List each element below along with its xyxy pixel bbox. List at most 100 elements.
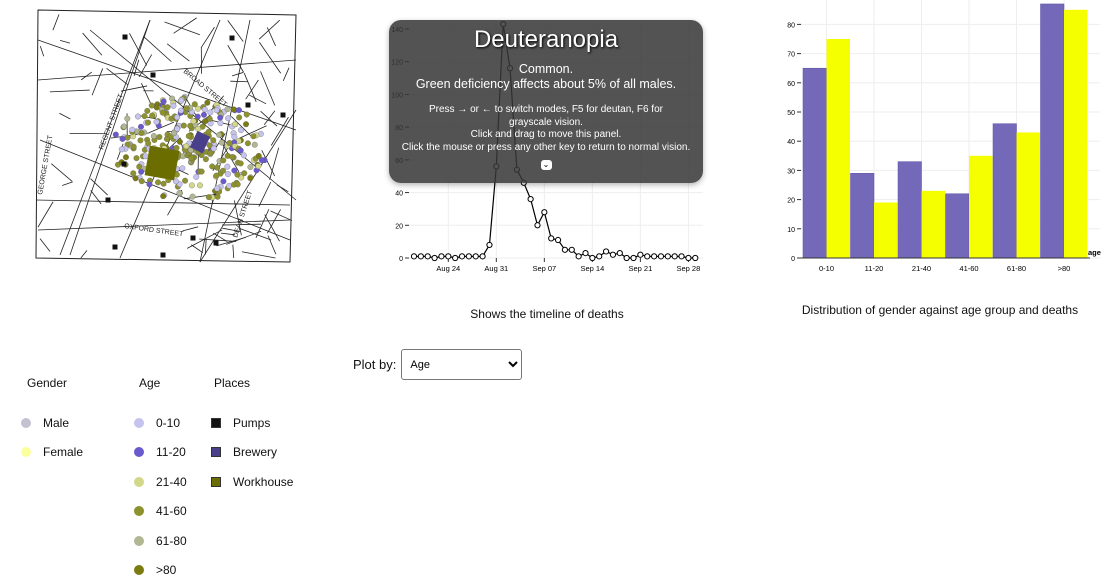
cholera-map[interactable]: GEORGE STREET REGENT STREET BROAD STREET…: [36, 10, 296, 262]
death-marker[interactable]: [202, 107, 208, 113]
data-point[interactable]: [576, 254, 581, 259]
data-point[interactable]: [487, 242, 492, 247]
bar-male[interactable]: [803, 68, 827, 258]
bar-female[interactable]: [1064, 10, 1088, 258]
death-marker[interactable]: [219, 140, 225, 146]
death-marker[interactable]: [256, 153, 262, 159]
death-marker[interactable]: [123, 154, 129, 160]
data-point[interactable]: [535, 223, 540, 228]
death-marker[interactable]: [164, 136, 170, 142]
data-point[interactable]: [480, 254, 485, 259]
pump-marker[interactable]: [123, 35, 128, 40]
data-point[interactable]: [446, 254, 451, 259]
death-marker[interactable]: [256, 163, 262, 169]
death-marker[interactable]: [178, 98, 184, 104]
death-marker[interactable]: [199, 169, 205, 175]
death-marker[interactable]: [174, 114, 180, 120]
death-marker[interactable]: [177, 190, 183, 196]
data-point[interactable]: [597, 254, 602, 259]
pump-marker[interactable]: [161, 253, 166, 258]
death-marker[interactable]: [182, 178, 188, 184]
pump-marker[interactable]: [214, 241, 219, 246]
death-marker[interactable]: [225, 115, 231, 121]
bar-male[interactable]: [1041, 4, 1065, 258]
death-marker[interactable]: [221, 179, 227, 185]
pump-marker[interactable]: [246, 103, 251, 108]
death-marker[interactable]: [121, 124, 127, 130]
death-marker[interactable]: [174, 145, 180, 151]
death-marker[interactable]: [215, 194, 221, 200]
death-marker[interactable]: [206, 194, 212, 200]
data-point[interactable]: [672, 254, 677, 259]
data-point[interactable]: [610, 252, 615, 257]
data-point[interactable]: [549, 236, 554, 241]
data-point[interactable]: [466, 254, 471, 259]
pump-marker[interactable]: [122, 162, 127, 167]
death-marker[interactable]: [130, 170, 136, 176]
death-marker[interactable]: [245, 140, 251, 146]
death-marker[interactable]: [177, 139, 183, 145]
bar-female[interactable]: [922, 191, 946, 258]
death-marker[interactable]: [225, 164, 231, 170]
pump-marker[interactable]: [106, 198, 111, 203]
data-point[interactable]: [569, 247, 574, 252]
death-marker[interactable]: [171, 103, 177, 109]
data-point[interactable]: [411, 254, 416, 259]
death-marker[interactable]: [125, 135, 131, 141]
death-marker[interactable]: [171, 130, 177, 136]
data-point[interactable]: [418, 254, 423, 259]
death-marker[interactable]: [201, 112, 207, 118]
death-marker[interactable]: [154, 119, 160, 125]
death-marker[interactable]: [251, 133, 257, 139]
death-marker[interactable]: [149, 103, 155, 109]
death-marker[interactable]: [229, 154, 235, 160]
pump-marker[interactable]: [151, 73, 156, 78]
death-marker[interactable]: [181, 123, 187, 129]
death-marker[interactable]: [238, 127, 244, 133]
death-marker[interactable]: [220, 158, 226, 164]
death-marker[interactable]: [236, 115, 242, 121]
pump-marker[interactable]: [230, 36, 235, 41]
death-marker[interactable]: [165, 104, 171, 110]
data-point[interactable]: [624, 255, 629, 260]
data-point[interactable]: [453, 255, 458, 260]
death-marker[interactable]: [214, 186, 220, 192]
death-marker[interactable]: [138, 138, 144, 144]
bar-male[interactable]: [898, 162, 922, 258]
death-marker[interactable]: [191, 118, 197, 124]
death-marker[interactable]: [160, 193, 166, 199]
death-marker[interactable]: [231, 107, 237, 113]
death-marker[interactable]: [248, 164, 254, 170]
bar-male[interactable]: [993, 124, 1017, 258]
death-marker[interactable]: [186, 133, 192, 139]
death-marker[interactable]: [161, 181, 167, 187]
death-marker[interactable]: [216, 132, 222, 138]
death-marker[interactable]: [160, 110, 166, 116]
death-marker[interactable]: [138, 124, 144, 130]
death-marker[interactable]: [130, 127, 136, 133]
death-marker[interactable]: [133, 175, 139, 181]
data-point[interactable]: [528, 197, 533, 202]
death-marker[interactable]: [248, 175, 254, 181]
data-point[interactable]: [542, 210, 547, 215]
death-marker[interactable]: [139, 178, 145, 184]
death-marker[interactable]: [134, 155, 140, 161]
pump-marker[interactable]: [113, 245, 118, 250]
death-marker[interactable]: [252, 142, 258, 148]
death-marker[interactable]: [144, 108, 150, 114]
death-marker[interactable]: [184, 105, 190, 111]
death-marker[interactable]: [113, 132, 119, 138]
death-marker[interactable]: [157, 134, 163, 140]
death-marker[interactable]: [211, 146, 217, 152]
bar-female[interactable]: [969, 156, 993, 258]
death-marker[interactable]: [193, 174, 199, 180]
death-marker[interactable]: [195, 126, 201, 132]
data-point[interactable]: [473, 254, 478, 259]
data-point[interactable]: [425, 254, 430, 259]
death-marker[interactable]: [131, 144, 137, 150]
bar-male[interactable]: [946, 194, 970, 258]
death-marker[interactable]: [178, 108, 184, 114]
death-marker[interactable]: [206, 129, 212, 135]
death-marker[interactable]: [155, 180, 161, 186]
death-marker[interactable]: [214, 165, 220, 171]
